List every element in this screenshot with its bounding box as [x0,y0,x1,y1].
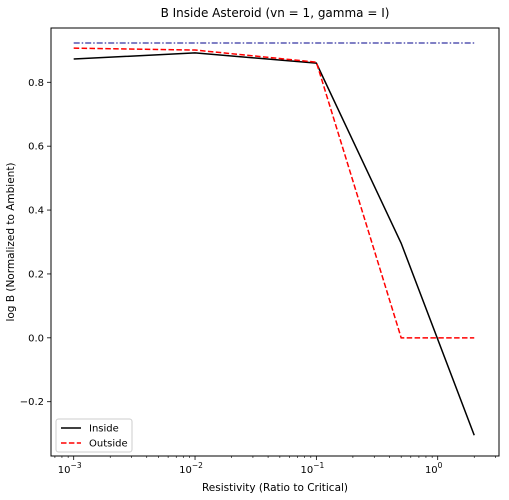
y-tick-label: 0.8 [28,78,44,89]
y-tick-label: −0.2 [20,397,44,408]
x-tick-label: 100 [425,461,443,476]
y-tick-label: 0.0 [28,333,44,344]
series-line-inside [73,52,475,436]
y-tick-label: 0.4 [28,206,44,217]
legend-label-outside: Outside [89,439,128,450]
y-axis-label: log B (Normalized to Ambient) [5,162,17,321]
y-axis: −0.2 0.0 0.2 0.4 0.6 0.8 [20,78,51,408]
plot-frame [50,27,500,457]
x-tick-label: 10−1 [300,461,324,476]
x-axis: 10−3 10−2 10−1 100 [54,456,496,476]
legend: Inside Outside [55,418,133,453]
chart-title: B Inside Asteroid (vn = 1, gamma = I) [161,6,390,20]
legend-label-inside: Inside [89,424,119,435]
plot-area [73,42,475,436]
x-tick-label: 10−2 [179,461,203,476]
series-line-outside [73,47,475,339]
y-tick-label: 0.2 [28,269,44,280]
x-tick-label: 10−3 [58,461,82,476]
y-tick-label: 0.6 [28,142,44,153]
x-axis-label: Resistivity (Ratio to Critical) [202,482,348,494]
